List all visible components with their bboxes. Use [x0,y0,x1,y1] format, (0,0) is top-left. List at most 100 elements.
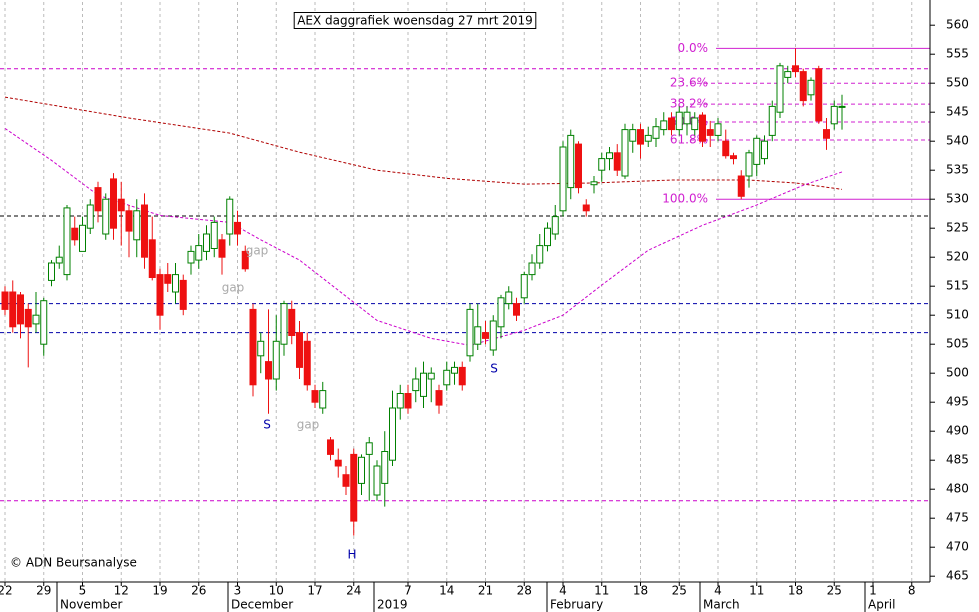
x-tick-label: 29 [36,584,51,598]
candle-body [365,442,373,455]
candle-body [745,152,753,177]
candle-body [520,274,528,299]
candle-body [699,114,706,142]
y-tick-label: 525 [946,221,969,235]
fib-label: 38.2% [670,97,708,111]
x-tick-label: 18 [633,584,648,598]
candle-body [17,294,24,325]
candle-body [350,453,358,522]
x-tick-label: 22 [0,584,13,598]
fib-label: 23.6% [670,76,708,90]
x-tick-label: 3 [234,584,242,598]
candle-body [714,123,722,136]
month-label: March [703,598,740,612]
candle-body [125,210,133,232]
y-tick-label: 495 [946,395,969,409]
annotation: gap [246,244,269,258]
annotation: S [263,418,271,432]
annotation: H [347,548,356,562]
candle-body [644,134,652,142]
x-tick-label: 4 [559,584,567,598]
candle-body [799,71,807,102]
y-tick-label: 500 [946,366,969,380]
x-tick-label: 4 [714,584,722,598]
month-label: February [550,598,603,612]
x-tick-label: 12 [114,584,129,598]
y-tick-label: 505 [946,337,969,351]
candle-body [652,126,660,139]
x-tick-label: 11 [749,584,764,598]
candle-body [420,372,427,397]
x-tick-label: 1 [869,584,877,598]
candle-body [40,300,48,345]
y-tick-label: 540 [946,134,969,148]
candle-body [590,181,598,186]
candle-body [63,207,71,276]
candle-body [226,198,234,235]
candle-body [79,224,86,252]
candle-body [234,221,241,235]
candle-body [133,210,141,241]
candle-body [528,262,536,276]
candle-body [683,111,691,125]
x-tick-label: 19 [152,584,167,598]
candle-body [210,221,218,249]
candle-body [32,314,40,325]
candle-body [24,308,32,328]
title-box [293,12,537,29]
x-tick-label: 21 [478,584,493,598]
candle-body [141,204,148,258]
candle-body [257,340,265,357]
candle-body [582,204,590,212]
y-tick-label: 510 [946,308,969,322]
candle-body [187,250,195,264]
x-tick-label: 28 [517,584,532,598]
candle-body [660,120,668,131]
candle-body [474,326,482,345]
annotation: gap [297,418,320,432]
candle-body [48,262,55,281]
candle-body [241,250,249,270]
candle-body [776,65,784,113]
candle-body [482,332,489,339]
candle-body [489,320,497,351]
candle-body [753,137,761,165]
y-tick-label: 560 [946,18,969,32]
chart-title: AEX daggrafiek woensdag 27 mrt 2019 [297,14,533,28]
candle-body [86,204,94,229]
annotation: S [490,362,498,376]
candle-body [342,474,350,487]
candle-body [559,146,567,212]
candle-body [179,279,187,310]
candle-body [613,152,621,171]
candle-body [172,274,179,293]
month-label: 2019 [377,598,408,612]
candle-body [94,187,102,212]
candle-body [792,65,799,73]
source: © ADN Beursanalyse [10,556,137,570]
candle-body [629,129,637,142]
candle-body [435,390,443,406]
candle-body [203,233,210,252]
candle-body [737,175,745,197]
x-tick-label: 24 [346,584,361,598]
candle-body [272,340,280,380]
candle-body [815,68,823,122]
x-tick-label: 17 [307,584,322,598]
candle-body [1,291,9,310]
candle-body [389,407,396,461]
candle-body [288,308,296,336]
candle-body [71,227,79,241]
candle-body [296,332,303,368]
candle-body [303,340,311,386]
y-tick-label: 520 [946,250,969,264]
x-tick-label: 7 [404,584,412,598]
y-tick-label: 490 [946,424,969,438]
annotation: gap [222,281,245,295]
x-tick-label: 25 [672,584,687,598]
x-tick-label: 10 [269,584,284,598]
candle-body [706,129,714,136]
candle-body [606,152,613,160]
